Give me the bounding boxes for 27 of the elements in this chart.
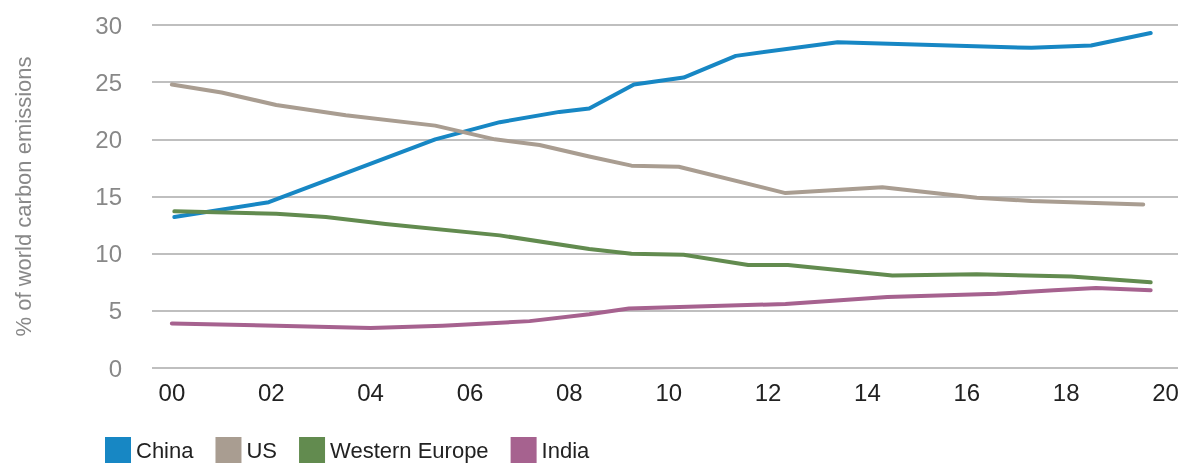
legend-label: US <box>246 437 278 463</box>
y-tick-label: 15 <box>95 183 122 210</box>
x-tick-label: 16 <box>953 378 981 406</box>
line-series <box>172 209 1153 285</box>
x-tick-label: 00 <box>158 378 186 406</box>
x-tick-label: 06 <box>456 378 484 406</box>
y-axis-title: % of world carbon emissions <box>10 56 36 337</box>
x-tick-label: 08 <box>556 378 583 406</box>
y-tick-label: 5 <box>108 297 122 325</box>
y-tick-label: 25 <box>95 68 122 96</box>
y-tick-label: 20 <box>95 125 122 153</box>
legend-label: Western Europe <box>330 437 489 463</box>
x-tick-label: 20 <box>1152 378 1179 406</box>
y-tick-label: 30 <box>95 11 122 39</box>
y-tick-label: 0 <box>108 354 122 382</box>
legend-label: China <box>136 437 195 463</box>
x-tick-label: 18 <box>1052 378 1080 406</box>
legend-label: India <box>541 437 591 463</box>
line-series <box>169 82 1146 207</box>
x-tick-label: 02 <box>257 378 285 406</box>
line-series <box>172 31 1153 220</box>
x-tick-label: 12 <box>754 378 782 406</box>
x-tick-label: 10 <box>655 378 683 406</box>
y-tick-label: 10 <box>95 240 122 268</box>
x-tick-label: 14 <box>854 378 881 406</box>
line-series <box>169 285 1153 330</box>
x-tick-label: 04 <box>357 378 384 406</box>
